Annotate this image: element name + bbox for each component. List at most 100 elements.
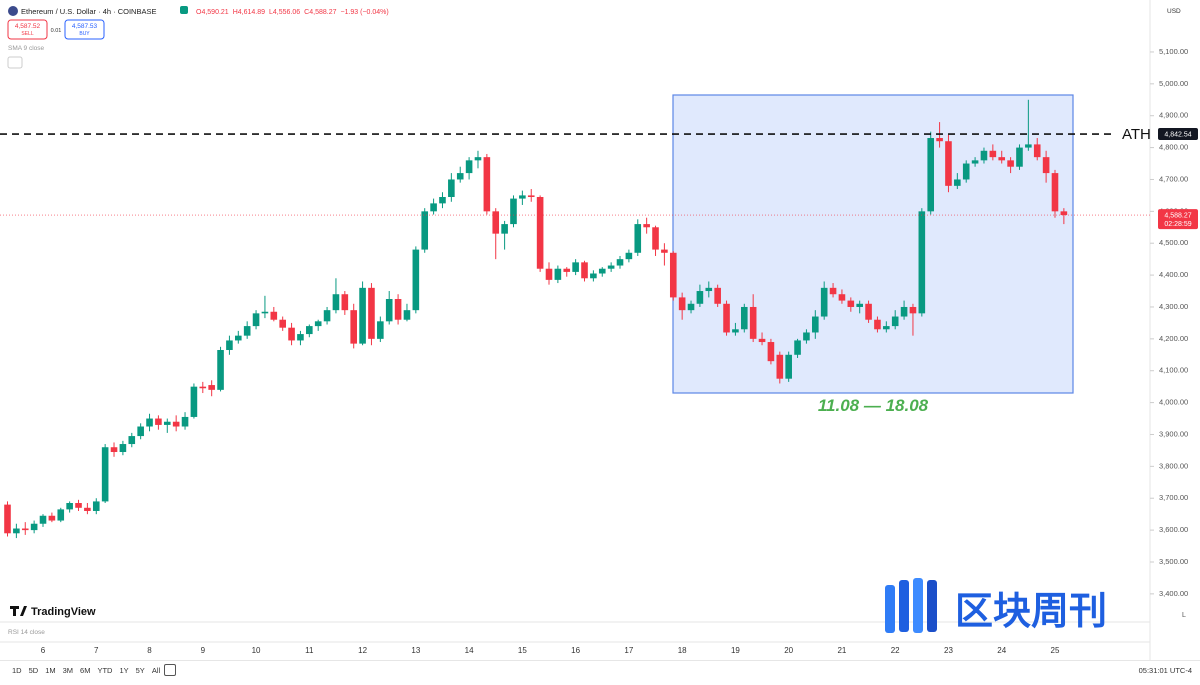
last-price-label: 4,588.27 [1164, 212, 1191, 219]
ohlc-value: C4,588.27 [304, 9, 336, 16]
candle-body [75, 503, 82, 508]
candle-body [314, 321, 322, 327]
timeframe-button[interactable]: 6M [80, 666, 91, 675]
candle-body [678, 297, 686, 311]
candle-body [545, 268, 553, 280]
x-tick-label: 20 [784, 646, 793, 655]
candle-body [954, 179, 961, 186]
candle-body [1025, 144, 1032, 148]
y-tick-label: 5,000.00 [1159, 79, 1188, 88]
candle-body [252, 313, 260, 327]
candle-body [785, 354, 792, 379]
candle-body [527, 195, 535, 197]
candle-body [803, 332, 810, 341]
timeframe-button[interactable]: 1D [12, 666, 22, 675]
candle-body [84, 507, 91, 511]
candle-body [492, 211, 500, 234]
buy-button[interactable] [64, 19, 105, 40]
x-tick-label: 8 [147, 646, 152, 655]
buy-label: BUY [79, 31, 90, 37]
candle-body [261, 311, 269, 314]
currency[interactable]: USD [1167, 8, 1181, 15]
candle-body [1060, 211, 1068, 216]
x-tick-label: 21 [837, 646, 846, 655]
x-tick-label: 14 [465, 646, 474, 655]
candle-body [696, 291, 704, 304]
candle-body [190, 386, 198, 417]
symbol-icon [8, 6, 18, 16]
candle-body [137, 426, 144, 437]
candles [4, 99, 1068, 539]
candle-body [430, 203, 437, 212]
rsi-legend[interactable]: RSI 14 close [8, 629, 45, 636]
symbol[interactable]: Ethereum / U.S. Dollar · 4h · COINBASE [21, 7, 156, 16]
candle-body [350, 310, 358, 344]
y-tick-label: 4,400.00 [1159, 270, 1188, 279]
y-tick-label: 3,900.00 [1159, 429, 1188, 438]
ohlc-value: H4,614.89 [233, 9, 265, 16]
candle-body [554, 268, 562, 280]
x-tick-label: 9 [201, 646, 206, 655]
brand: TradingView [31, 606, 96, 618]
candle-body [359, 287, 366, 344]
clock: 05:31:01 UTC-4 [1138, 666, 1192, 675]
collapse-button[interactable] [7, 56, 23, 69]
watermark: 区块周刊 [955, 591, 1107, 633]
candle-body [341, 294, 349, 311]
candle-body [962, 163, 970, 180]
y-tick-label: 4,500.00 [1159, 238, 1188, 247]
chart: 11.08 — 18.08 Ethereum / U.S. Dollar · 4… [0, 0, 1200, 660]
candle-body [163, 421, 171, 425]
candle-body [226, 340, 233, 351]
candle-body [368, 287, 375, 339]
candle-body [572, 262, 579, 272]
x-tick-label: 10 [252, 646, 261, 655]
candle-body [714, 287, 721, 304]
candle-body [270, 311, 278, 320]
status-dot [180, 6, 188, 14]
ath-price-box [1158, 128, 1198, 141]
timeframe-button[interactable]: 5Y [135, 666, 145, 675]
price-axis-bg [1150, 0, 1200, 660]
candle-body [510, 198, 517, 225]
candle-body [590, 273, 597, 279]
timeframe-button[interactable]: 1M [45, 666, 56, 675]
candle-body [732, 329, 739, 333]
timeframe-button[interactable]: All [151, 666, 161, 675]
candle-body [128, 436, 136, 445]
candle-body [918, 211, 926, 314]
candle-body [891, 316, 899, 327]
candle-body [13, 528, 20, 534]
candle-body [705, 287, 713, 292]
y-tick-label: 3,700.00 [1159, 493, 1188, 502]
timeframe-button[interactable]: YTD [97, 666, 113, 675]
candle-body [838, 294, 846, 301]
candle-body [306, 326, 313, 335]
candle-body [119, 444, 127, 453]
candle-body [634, 224, 642, 253]
sell-price: 4,587.52 [15, 23, 41, 30]
candle-body [1051, 173, 1059, 212]
sma-legend[interactable]: SMA 9 close [8, 45, 45, 52]
scale-mode[interactable]: L [1182, 612, 1186, 619]
timeframe-button[interactable]: 1Y [119, 666, 129, 675]
candle-body [794, 340, 801, 355]
candle-body [998, 157, 1006, 161]
bottom-toolbar: 1D 5D 1M 3M 6M YTD 1Y 5Y All 05:31:01 UTC-4 [0, 660, 1200, 685]
last-price-box [1158, 209, 1198, 230]
candle-body [723, 303, 730, 333]
candle-body [48, 515, 56, 521]
y-tick-label: 3,800.00 [1159, 461, 1188, 470]
candle-body [820, 287, 828, 317]
y-tick-label: 4,200.00 [1159, 334, 1188, 343]
timeframe-button[interactable]: 5D [28, 666, 39, 675]
y-tick-label: 4,700.00 [1159, 174, 1188, 183]
candle-body [155, 418, 162, 425]
sell-button[interactable] [7, 19, 48, 40]
candle-body [1007, 160, 1014, 167]
timeframe-button[interactable]: 3M [62, 666, 74, 675]
candle-body [323, 310, 331, 322]
candle-body [909, 306, 917, 314]
date-range-box[interactable] [672, 94, 1074, 394]
date-range-button[interactable] [164, 664, 176, 676]
